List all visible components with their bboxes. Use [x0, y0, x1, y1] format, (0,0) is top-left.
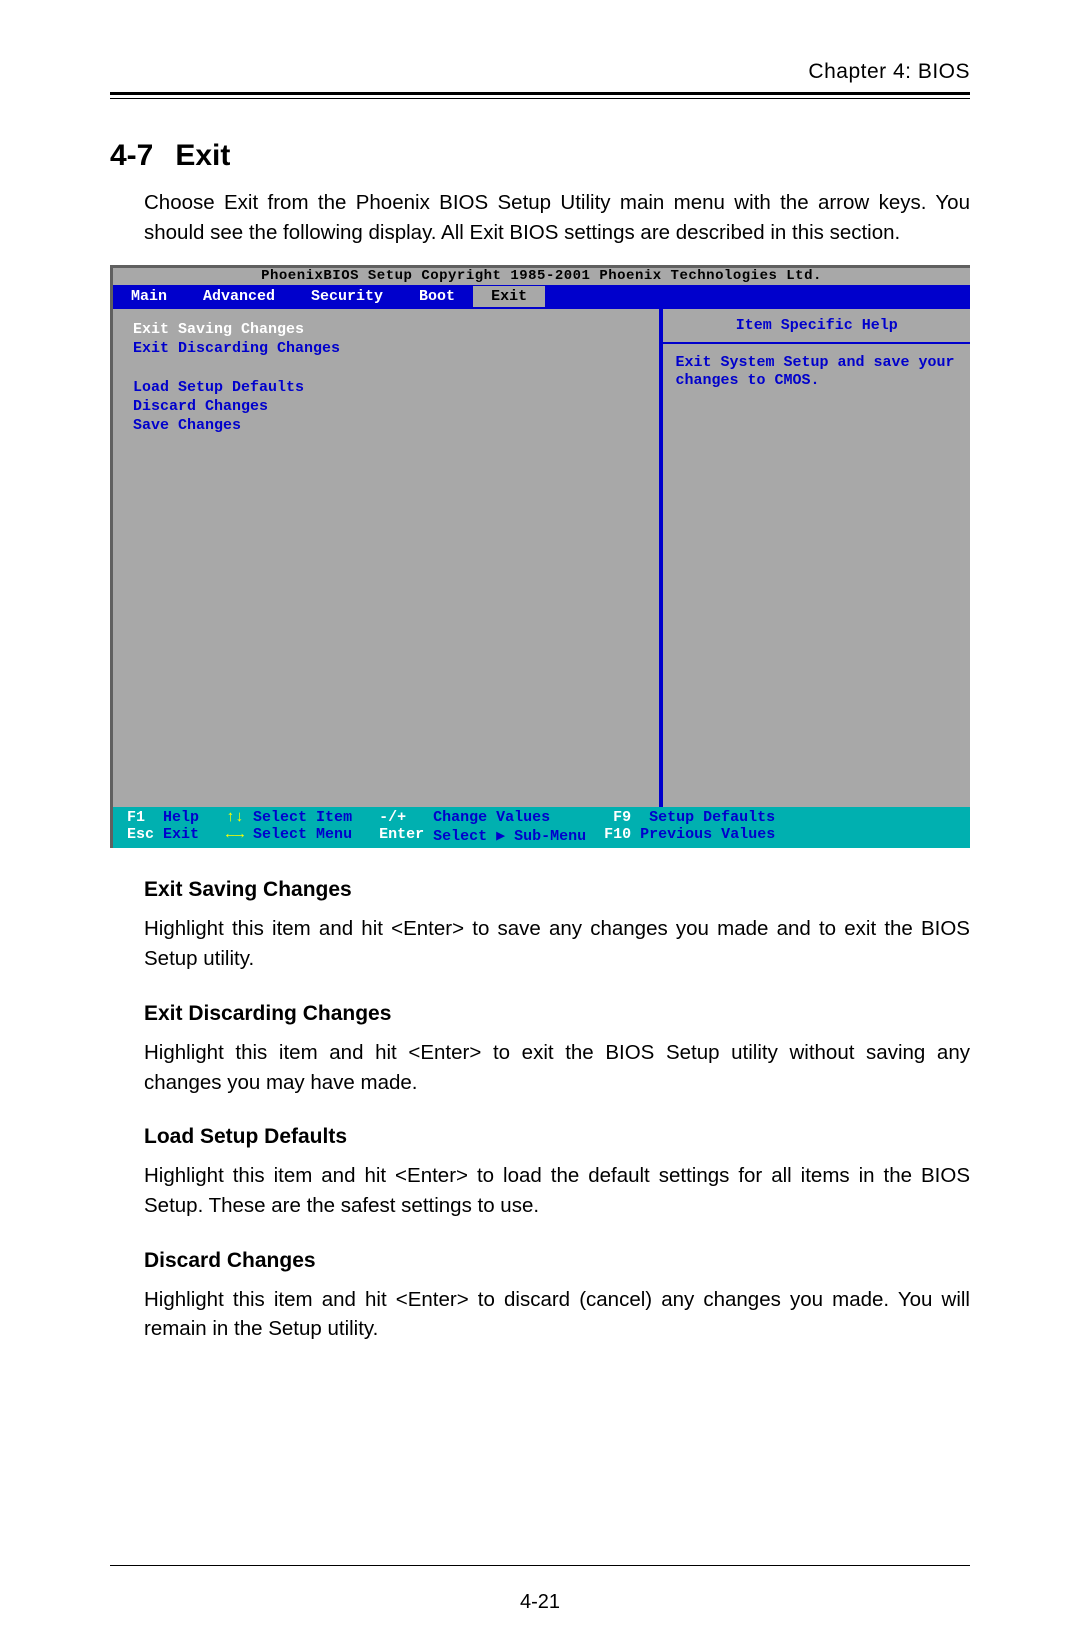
- page-number: 4-21: [0, 1591, 1080, 1614]
- section-name: Exit: [175, 139, 230, 172]
- footer-action: Select ▶ Sub-Menu: [424, 826, 604, 845]
- header-rule-thin: [110, 98, 970, 99]
- bios-help-text: Exit System Setup and save your changes …: [663, 344, 970, 399]
- intro-paragraph: Choose Exit from the Phoenix BIOS Setup …: [144, 188, 970, 247]
- footer-key: F1: [127, 809, 145, 826]
- bios-tab-main[interactable]: Main: [113, 286, 185, 307]
- description-heading: Exit Discarding Changes: [144, 1002, 970, 1026]
- footer-action: Select Menu: [244, 826, 379, 845]
- footer-action: Change Values: [406, 809, 613, 826]
- section-title: 4-7 Exit: [110, 139, 970, 173]
- footer-key: ←→: [226, 826, 244, 845]
- description-heading: Exit Saving Changes: [144, 878, 970, 902]
- section-number: 4-7: [110, 139, 153, 172]
- description-body: Highlight this item and hit <Enter> to l…: [144, 1161, 970, 1220]
- footer-action: Select Item: [244, 809, 379, 826]
- header-rule-thick: [110, 92, 970, 95]
- bios-footer: F1 Help ↑↓ Select Item -/+ Change Values…: [113, 807, 970, 848]
- bios-menu-panel: Exit Saving Changes Exit Discarding Chang…: [113, 307, 661, 807]
- description-body: Highlight this item and hit <Enter> to d…: [144, 1285, 970, 1344]
- bios-tab-boot[interactable]: Boot: [401, 286, 473, 307]
- description-body: Highlight this item and hit <Enter> to s…: [144, 914, 970, 973]
- footer-key: ↑↓: [226, 809, 244, 826]
- bios-menu-item[interactable]: Discard Changes: [133, 398, 639, 415]
- footer-action: Exit: [154, 826, 226, 845]
- footer-action: Previous Values: [631, 826, 775, 845]
- bios-tab-advanced[interactable]: Advanced: [185, 286, 293, 307]
- footer-key: Esc: [127, 826, 154, 845]
- bios-menu-item[interactable]: Exit Discarding Changes: [133, 340, 639, 357]
- footer-key: F9: [613, 809, 631, 826]
- menu-spacer: [133, 359, 639, 377]
- footer-key: Enter: [379, 826, 424, 845]
- bios-help-panel: Item Specific Help Exit System Setup and…: [661, 307, 970, 807]
- bios-menu-item[interactable]: Load Setup Defaults: [133, 379, 639, 396]
- footer-action: Setup Defaults: [631, 809, 775, 826]
- chapter-header: Chapter 4: BIOS: [110, 60, 970, 92]
- bios-footer-row-1: F1 Help ↑↓ Select Item -/+ Change Values…: [127, 809, 956, 826]
- description-heading: Discard Changes: [144, 1249, 970, 1273]
- bios-title-bar: PhoenixBIOS Setup Copyright 1985-2001 Ph…: [113, 268, 970, 285]
- description-body: Highlight this item and hit <Enter> to e…: [144, 1038, 970, 1097]
- bios-tab-exit[interactable]: Exit: [473, 286, 545, 307]
- footer-action: Help: [145, 809, 226, 826]
- bios-help-title: Item Specific Help: [663, 309, 970, 344]
- bios-menubar: MainAdvancedSecurityBootExit: [113, 285, 970, 307]
- bios-menu-item[interactable]: Exit Saving Changes: [133, 321, 639, 338]
- footer-key: F10: [604, 826, 631, 845]
- bios-menu-item[interactable]: Save Changes: [133, 417, 639, 434]
- bios-screenshot: PhoenixBIOS Setup Copyright 1985-2001 Ph…: [110, 265, 970, 848]
- footer-rule: [110, 1565, 970, 1566]
- footer-key: -/+: [379, 809, 406, 826]
- bios-tab-security[interactable]: Security: [293, 286, 401, 307]
- description-heading: Load Setup Defaults: [144, 1125, 970, 1149]
- bios-footer-row-2: Esc Exit ←→ Select Menu Enter Select ▶ S…: [127, 826, 956, 845]
